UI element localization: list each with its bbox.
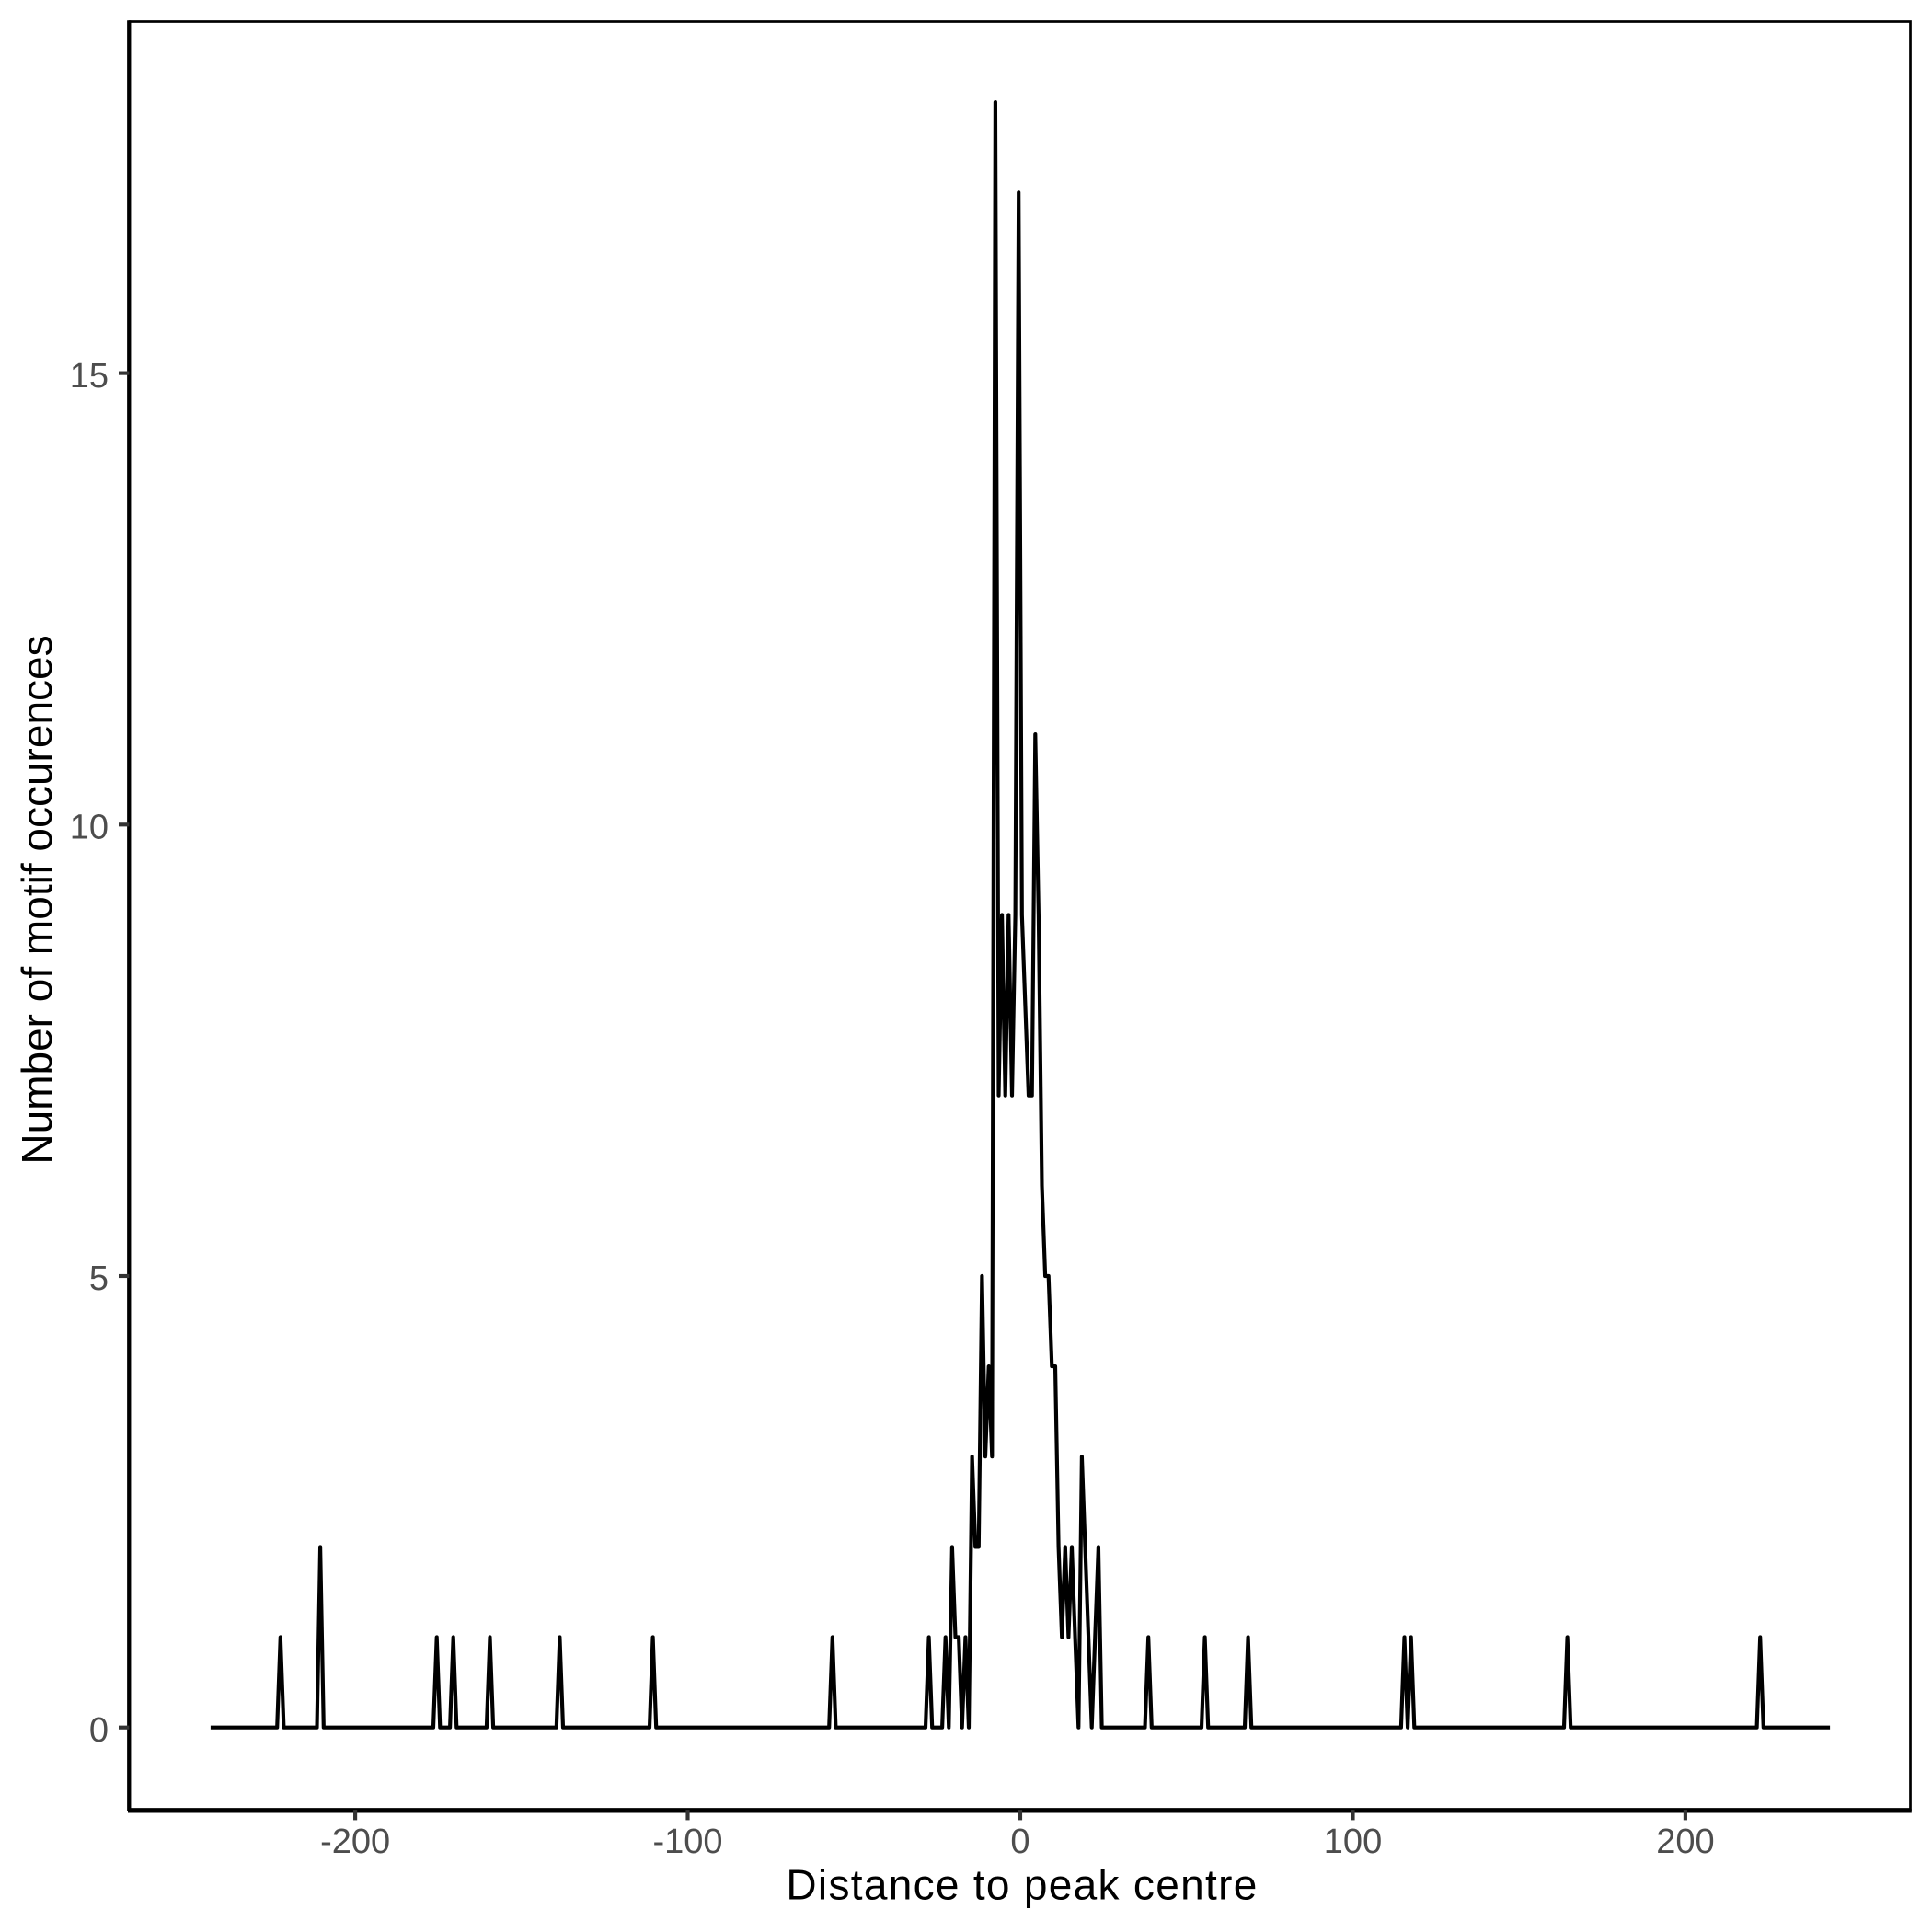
svg-text:100: 100 (1324, 1823, 1382, 1861)
svg-text:5: 5 (89, 1259, 109, 1298)
svg-text:200: 200 (1656, 1823, 1714, 1861)
svg-text:0: 0 (89, 1711, 109, 1750)
svg-text:-200: -200 (320, 1823, 390, 1861)
svg-text:Number of motif occurences: Number of motif occurences (13, 635, 61, 1164)
svg-text:15: 15 (70, 357, 109, 396)
svg-text:0: 0 (1010, 1823, 1029, 1861)
svg-text:10: 10 (70, 809, 109, 847)
svg-text:-100: -100 (652, 1823, 722, 1861)
svg-text:Distance to peak centre: Distance to peak centre (786, 1861, 1258, 1909)
